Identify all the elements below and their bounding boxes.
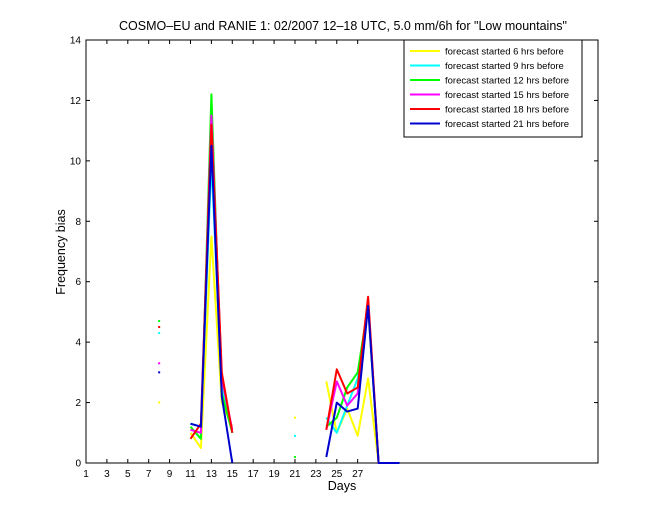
y-tick-label: 14: [70, 36, 82, 47]
data-point: [158, 326, 161, 329]
x-tick-label: 13: [206, 469, 218, 480]
x-tick-label: 15: [227, 469, 239, 480]
x-tick-label: 7: [146, 469, 152, 480]
x-tick-label: 23: [310, 469, 322, 480]
legend-label: forecast started 21 hrs before: [445, 119, 569, 130]
series-line: [189, 235, 234, 449]
data-point: [158, 362, 161, 365]
data-point: [293, 455, 296, 458]
y-tick-label: 2: [75, 398, 81, 409]
x-tick-label: 5: [125, 469, 131, 480]
x-tick-label: 27: [352, 469, 364, 480]
x-tick-label: 1: [83, 469, 89, 480]
x-axis: 1 3 5 7 9 11 13 15 17 19 21 23 25 27: [83, 40, 364, 480]
y-tick-label: 12: [70, 96, 82, 107]
x-axis-label: Days: [328, 479, 356, 493]
series-line: [189, 93, 234, 440]
legend-label: forecast started 18 hrs before: [445, 105, 569, 116]
series-line: [190, 144, 234, 464]
data-point: [293, 416, 296, 419]
y-tick-label: 6: [75, 277, 81, 288]
x-tick-label: 17: [248, 469, 260, 480]
data-point: [293, 434, 296, 437]
data-point: [158, 401, 161, 404]
x-tick-label: 3: [104, 469, 110, 480]
legend-label: forecast started 9 hrs before: [445, 61, 564, 72]
data-point: [158, 319, 161, 322]
legend-item: forecast started 15 hrs before: [410, 90, 569, 101]
legend-label: forecast started 15 hrs before: [445, 90, 569, 101]
legend-item: forecast started 12 hrs before: [410, 76, 569, 87]
x-tick-label: 19: [269, 469, 281, 480]
y-tick-label: 10: [70, 156, 82, 167]
series-6: [158, 144, 400, 464]
data-point: [158, 332, 161, 335]
legend: forecast started 6 hrs before forecast st…: [403, 39, 583, 138]
legend-item: forecast started 9 hrs before: [410, 61, 564, 72]
y-tick-label: 4: [75, 338, 81, 349]
chart-title: COSMO–EU and RANIE 1: 02/2007 12–18 UTC,…: [119, 19, 567, 33]
legend-item: forecast started 18 hrs before: [410, 105, 569, 116]
x-tick-label: 11: [185, 469, 196, 480]
series-line: [325, 304, 400, 464]
x-tick-label: 25: [331, 469, 343, 480]
y-axis-label: Frequency bias: [54, 209, 68, 294]
legend-label: forecast started 6 hrs before: [445, 47, 564, 58]
y-tick-label: 0: [75, 459, 81, 470]
legend-box: [403, 39, 583, 138]
series-layer: [158, 93, 400, 464]
legend-item: forecast started 21 hrs before: [410, 119, 569, 130]
legend-label: forecast started 12 hrs before: [445, 76, 569, 87]
y-axis: 0 2 4 6 8 10 12 14: [70, 36, 598, 470]
x-tick-label: 9: [167, 469, 173, 480]
legend-item: forecast started 6 hrs before: [410, 47, 564, 58]
series-line: [189, 123, 234, 440]
x-tick-label: 21: [289, 469, 301, 480]
y-tick-label: 8: [75, 217, 81, 228]
data-point: [158, 371, 161, 374]
